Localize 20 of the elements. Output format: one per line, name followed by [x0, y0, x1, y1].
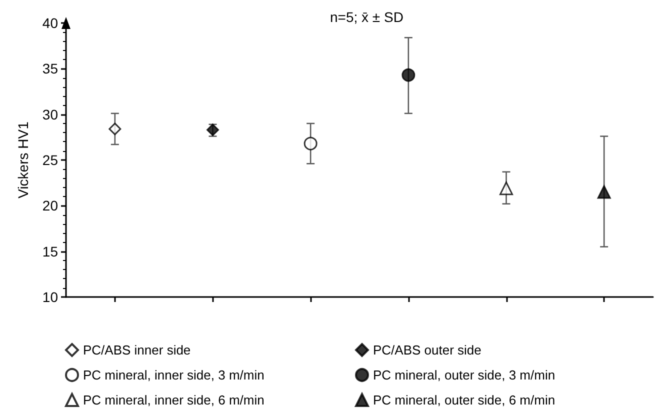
point [304, 136, 318, 150]
legend-label: PC/ABS outer side [373, 342, 482, 358]
point [108, 122, 122, 136]
legend-label: PC mineral, outer side, 3 m/min [373, 368, 556, 382]
y-tick-label: 25 [42, 152, 58, 168]
point [500, 182, 513, 196]
y-tick-label: 40 [42, 15, 58, 31]
y-tick-label: 20 [42, 198, 58, 214]
point [402, 68, 416, 82]
y-axis-title: Vickers HV1 [15, 121, 31, 198]
y-tick-label: 35 [42, 60, 58, 77]
y-tick-label: 10 [42, 289, 58, 305]
legend-label: PC/ABS inner side [83, 342, 191, 358]
y-tick-label: 30 [42, 106, 58, 122]
point [597, 185, 611, 199]
legend-label: PC mineral, inner side, 6 m/min [83, 392, 264, 408]
legend-label: PC mineral, outer side, 6 m/min [373, 392, 556, 408]
annotation: n=5; x̄ ± SD [330, 9, 404, 25]
y-tick-label: 15 [42, 243, 58, 260]
legend-label: PC mineral, inner side, 3 m/min [83, 368, 264, 382]
